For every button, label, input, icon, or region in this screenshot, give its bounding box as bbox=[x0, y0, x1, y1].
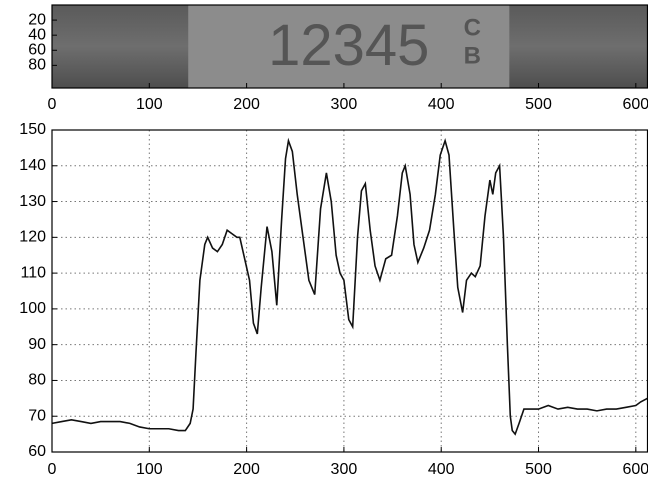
chart: 12345CB010020030040050060020406080010020… bbox=[0, 0, 648, 480]
y-tick-label: 60 bbox=[28, 443, 46, 460]
x-tick-label: 200 bbox=[233, 96, 260, 113]
y-tick-label: 150 bbox=[19, 121, 46, 138]
x-tick-label: 100 bbox=[136, 96, 163, 113]
x-tick-label: 300 bbox=[331, 96, 358, 113]
y-tick-label: 140 bbox=[19, 157, 46, 174]
x-tick-label: 200 bbox=[233, 461, 260, 478]
y-tick-label: 80 bbox=[28, 57, 46, 74]
plate-text: 12345 bbox=[268, 13, 429, 78]
plate-suffix: C bbox=[464, 14, 481, 41]
x-tick-label: 400 bbox=[428, 461, 455, 478]
plate-suffix: B bbox=[464, 42, 481, 69]
x-tick-label: 0 bbox=[48, 461, 57, 478]
y-tick-label: 70 bbox=[28, 407, 46, 424]
y-tick-label: 110 bbox=[20, 264, 46, 281]
y-tick-label: 130 bbox=[19, 193, 46, 210]
y-tick-label: 90 bbox=[28, 336, 46, 353]
x-tick-label: 500 bbox=[525, 96, 552, 113]
y-tick-label: 100 bbox=[19, 300, 46, 317]
x-tick-label: 100 bbox=[136, 461, 163, 478]
x-tick-label: 300 bbox=[331, 461, 358, 478]
x-tick-label: 600 bbox=[622, 461, 648, 478]
y-tick-label: 80 bbox=[28, 372, 46, 389]
x-tick-label: 400 bbox=[428, 96, 455, 113]
plot-frame bbox=[52, 130, 648, 452]
y-tick-label: 120 bbox=[19, 229, 46, 246]
x-tick-label: 500 bbox=[525, 461, 552, 478]
data-line bbox=[52, 141, 648, 434]
x-tick-label: 600 bbox=[622, 96, 648, 113]
x-tick-label: 0 bbox=[48, 96, 57, 113]
